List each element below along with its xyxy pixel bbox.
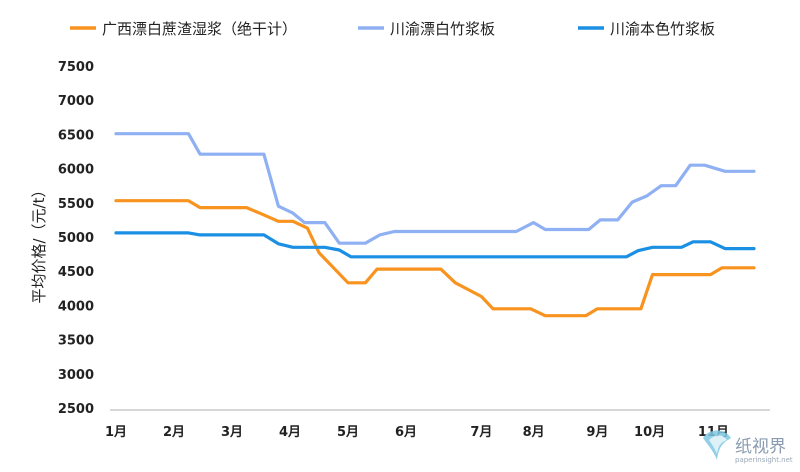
y-tick-label: 7000: [58, 94, 94, 109]
x-tick-label: 6月: [395, 425, 417, 440]
y-tick-label: 7500: [58, 60, 94, 75]
y-axis-title: 平均价格/（元/t）: [30, 183, 48, 304]
series-line-3: [114, 231, 756, 259]
x-tick-label: 7月: [470, 425, 492, 440]
legend-label-3: 川渝本色竹浆板: [610, 20, 715, 38]
y-tick-label: 5500: [58, 197, 94, 212]
x-tick-label: 3月: [221, 425, 243, 440]
y-tick-label: 3000: [58, 368, 94, 383]
x-tick-label: 2月: [163, 425, 185, 440]
x-tick-label: 4月: [279, 425, 301, 440]
series-line-1: [114, 199, 756, 318]
y-tick-label: 6500: [58, 128, 94, 143]
series-lines: [114, 132, 756, 318]
y-tick-label: 2500: [58, 402, 94, 417]
x-axis: 1月2月3月4月5月6月7月8月9月10月11月: [105, 409, 770, 440]
x-tick-label: 5月: [337, 425, 359, 440]
watermark-logo-icon: [703, 430, 731, 460]
watermark-url: paperinsight.net: [735, 456, 793, 464]
x-tick-label: 9月: [586, 425, 608, 440]
watermark: 纸视界 paperinsight.net: [703, 430, 793, 464]
y-tick-label: 4500: [58, 265, 94, 280]
legend: 广西漂白蔗渣湿浆（绝干计） 川渝漂白竹浆板 川渝本色竹浆板: [70, 20, 715, 38]
x-tick-label: 10月: [634, 425, 665, 440]
x-tick-label: 8月: [523, 425, 545, 440]
y-tick-label: 4000: [58, 299, 94, 314]
legend-label-1: 广西漂白蔗渣湿浆（绝干计）: [102, 20, 297, 38]
y-tick-label: 5000: [58, 231, 94, 246]
y-axis-ticks: 2500 3000 3500 4000 4500 5000 5500 6000 6500 7000…: [58, 60, 94, 417]
y-tick-label: 6000: [58, 163, 94, 178]
series-line-2: [114, 132, 756, 245]
y-tick-label: 3500: [58, 334, 94, 349]
x-tick-label: 1月: [105, 425, 127, 440]
legend-label-2: 川渝漂白竹浆板: [390, 20, 495, 38]
watermark-text: 纸视界: [735, 437, 786, 457]
y-axis-title-group: 平均价格/（元/t）: [30, 183, 48, 304]
